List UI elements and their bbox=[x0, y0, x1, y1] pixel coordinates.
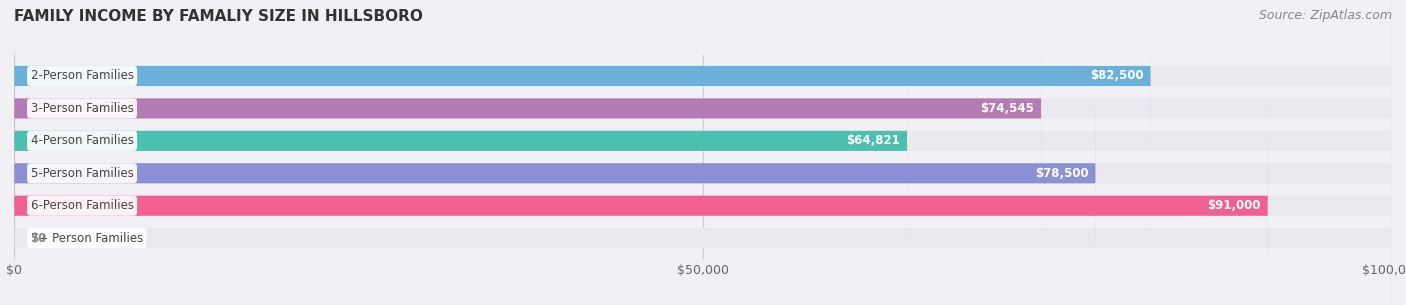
Text: $64,821: $64,821 bbox=[846, 135, 900, 147]
FancyBboxPatch shape bbox=[14, 0, 1392, 305]
Text: FAMILY INCOME BY FAMALIY SIZE IN HILLSBORO: FAMILY INCOME BY FAMALIY SIZE IN HILLSBO… bbox=[14, 9, 423, 24]
FancyBboxPatch shape bbox=[14, 0, 1152, 305]
Text: Source: ZipAtlas.com: Source: ZipAtlas.com bbox=[1258, 9, 1392, 22]
Text: 3-Person Families: 3-Person Families bbox=[31, 102, 134, 115]
Text: $91,000: $91,000 bbox=[1208, 199, 1261, 212]
FancyBboxPatch shape bbox=[14, 0, 1392, 305]
Text: 4-Person Families: 4-Person Families bbox=[31, 135, 134, 147]
Text: $78,500: $78,500 bbox=[1035, 167, 1088, 180]
Text: $0: $0 bbox=[31, 232, 46, 245]
FancyBboxPatch shape bbox=[14, 0, 1392, 305]
Text: 6-Person Families: 6-Person Families bbox=[31, 199, 134, 212]
Text: $82,500: $82,500 bbox=[1090, 70, 1144, 82]
Text: 2-Person Families: 2-Person Families bbox=[31, 70, 134, 82]
Text: $74,545: $74,545 bbox=[980, 102, 1035, 115]
FancyBboxPatch shape bbox=[14, 0, 1392, 305]
FancyBboxPatch shape bbox=[14, 0, 1392, 305]
FancyBboxPatch shape bbox=[14, 0, 1042, 305]
Text: 5-Person Families: 5-Person Families bbox=[31, 167, 134, 180]
FancyBboxPatch shape bbox=[14, 0, 1392, 305]
Text: 7+ Person Families: 7+ Person Families bbox=[31, 232, 143, 245]
FancyBboxPatch shape bbox=[14, 0, 907, 305]
FancyBboxPatch shape bbox=[14, 0, 1095, 305]
FancyBboxPatch shape bbox=[14, 0, 1268, 305]
